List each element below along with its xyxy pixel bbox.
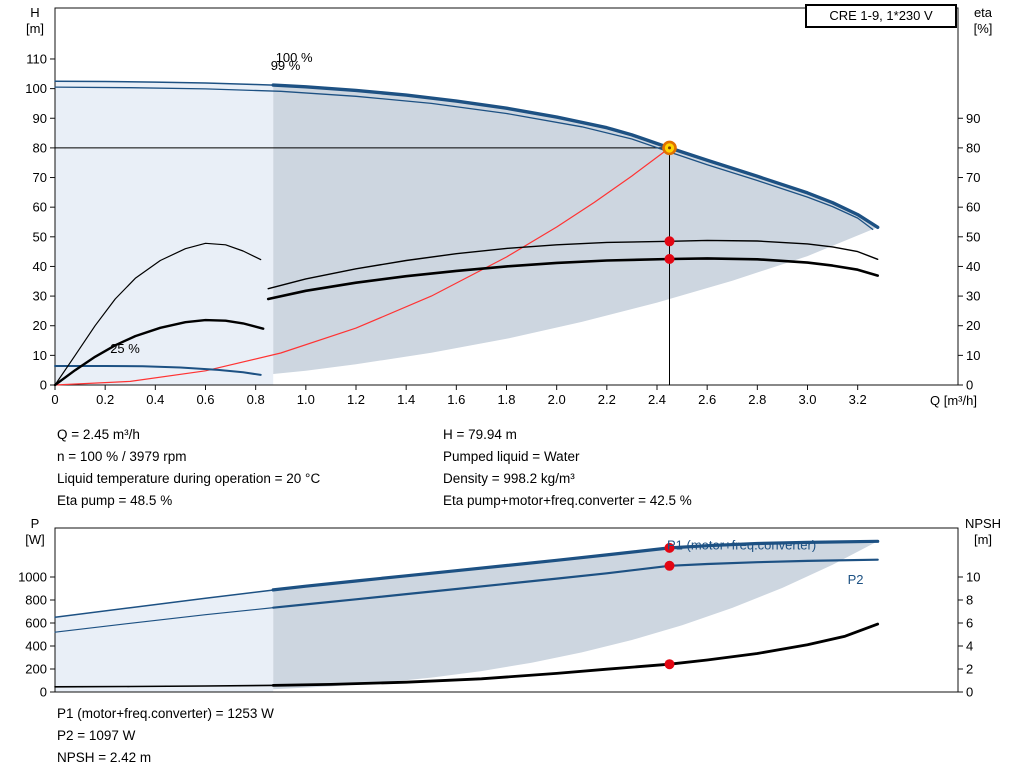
svg-text:2.2: 2.2 xyxy=(598,392,616,407)
svg-text:3.2: 3.2 xyxy=(849,392,867,407)
svg-text:30: 30 xyxy=(33,289,47,304)
h-axis-symbol: H xyxy=(30,5,40,20)
npsh-axis-symbol: NPSH xyxy=(964,516,1002,531)
svg-text:200: 200 xyxy=(25,661,47,676)
svg-text:2.6: 2.6 xyxy=(698,392,716,407)
svg-text:0.2: 0.2 xyxy=(96,392,114,407)
svg-text:0: 0 xyxy=(40,378,47,393)
svg-text:10: 10 xyxy=(33,348,47,363)
svg-text:P2: P2 xyxy=(848,572,864,587)
svg-text:1.6: 1.6 xyxy=(447,392,465,407)
svg-text:1.4: 1.4 xyxy=(397,392,415,407)
operating-point-details-left: Q = 2.45 m³/h n = 100 % / 3979 rpm Liqui… xyxy=(57,424,320,512)
power-npsh-details: P1 (motor+freq.converter) = 1253 W P2 = … xyxy=(57,703,274,769)
svg-text:1.8: 1.8 xyxy=(497,392,515,407)
svg-text:10: 10 xyxy=(966,569,980,584)
info-p1: P1 (motor+freq.converter) = 1253 W xyxy=(57,706,274,721)
pump-model-label: CRE 1-9, 1*230 V xyxy=(829,8,933,23)
p-axis-symbol: P xyxy=(30,516,40,531)
h-axis-title: H [m] xyxy=(16,5,54,37)
info-eta-pump: Eta pump = 48.5 % xyxy=(57,493,173,508)
h-axis-unit: [m] xyxy=(25,21,45,36)
svg-text:6: 6 xyxy=(966,615,973,630)
info-liquid-temperature: Liquid temperature during operation = 20… xyxy=(57,471,321,486)
svg-text:100: 100 xyxy=(25,81,47,96)
info-density: Density = 998.2 kg/m³ xyxy=(443,471,575,486)
svg-text:90: 90 xyxy=(33,111,47,126)
svg-text:1.2: 1.2 xyxy=(347,392,365,407)
svg-text:8: 8 xyxy=(966,592,973,607)
svg-text:P1 (motor+freq.converter): P1 (motor+freq.converter) xyxy=(667,537,816,552)
svg-text:100 %: 100 % xyxy=(276,50,313,65)
eta-axis-symbol: eta xyxy=(973,5,993,20)
svg-text:2.0: 2.0 xyxy=(548,392,566,407)
svg-text:0: 0 xyxy=(51,392,58,407)
npsh-axis-unit: [m] xyxy=(973,532,993,547)
svg-text:50: 50 xyxy=(966,229,980,244)
svg-text:2.4: 2.4 xyxy=(648,392,666,407)
svg-text:80: 80 xyxy=(33,140,47,155)
q-axis-title: Q [m³/h] xyxy=(930,393,977,408)
svg-text:10: 10 xyxy=(966,348,980,363)
svg-text:3.0: 3.0 xyxy=(798,392,816,407)
svg-text:4: 4 xyxy=(966,638,973,653)
info-q: Q = 2.45 m³/h xyxy=(57,427,140,442)
info-speed: n = 100 % / 3979 rpm xyxy=(57,449,187,464)
svg-text:30: 30 xyxy=(966,289,980,304)
pump-model-badge: CRE 1-9, 1*230 V xyxy=(805,4,957,28)
svg-text:400: 400 xyxy=(25,638,47,653)
svg-text:20: 20 xyxy=(966,318,980,333)
svg-text:50: 50 xyxy=(33,229,47,244)
info-pumped-liquid: Pumped liquid = Water xyxy=(443,449,580,464)
svg-text:2: 2 xyxy=(966,661,973,676)
info-npsh: NPSH = 2.42 m xyxy=(57,750,152,765)
svg-text:800: 800 xyxy=(25,592,47,607)
svg-text:40: 40 xyxy=(966,259,980,274)
operating-point-details-right: H = 79.94 m Pumped liquid = Water Densit… xyxy=(443,424,692,512)
eta-axis-title: eta [%] xyxy=(962,5,1004,37)
svg-text:0: 0 xyxy=(966,685,973,700)
svg-text:99 %: 99 % xyxy=(271,58,301,73)
p-axis-unit: [W] xyxy=(25,532,45,547)
info-p2: P2 = 1097 W xyxy=(57,728,136,743)
svg-text:0.4: 0.4 xyxy=(146,392,164,407)
svg-text:110: 110 xyxy=(26,51,47,66)
svg-text:1.0: 1.0 xyxy=(297,392,315,407)
eta-axis-unit: [%] xyxy=(973,21,993,36)
svg-text:70: 70 xyxy=(33,170,47,185)
p-axis-title: P [W] xyxy=(16,516,54,548)
svg-text:60: 60 xyxy=(33,200,47,215)
npsh-axis-title: NPSH [m] xyxy=(956,516,1010,548)
info-head: H = 79.94 m xyxy=(443,427,517,442)
svg-text:0.6: 0.6 xyxy=(196,392,214,407)
svg-text:40: 40 xyxy=(33,259,47,274)
info-eta-total: Eta pump+motor+freq.converter = 42.5 % xyxy=(443,493,692,508)
svg-text:0.8: 0.8 xyxy=(247,392,265,407)
svg-text:90: 90 xyxy=(966,111,980,126)
svg-text:80: 80 xyxy=(966,140,980,155)
svg-text:60: 60 xyxy=(966,200,980,215)
svg-text:70: 70 xyxy=(966,170,980,185)
svg-text:0: 0 xyxy=(966,378,973,393)
svg-text:0: 0 xyxy=(40,685,47,700)
svg-text:1000: 1000 xyxy=(18,569,47,584)
svg-text:2.8: 2.8 xyxy=(748,392,766,407)
svg-text:20: 20 xyxy=(33,318,47,333)
svg-text:600: 600 xyxy=(25,615,47,630)
svg-text:25 %: 25 % xyxy=(110,341,140,356)
